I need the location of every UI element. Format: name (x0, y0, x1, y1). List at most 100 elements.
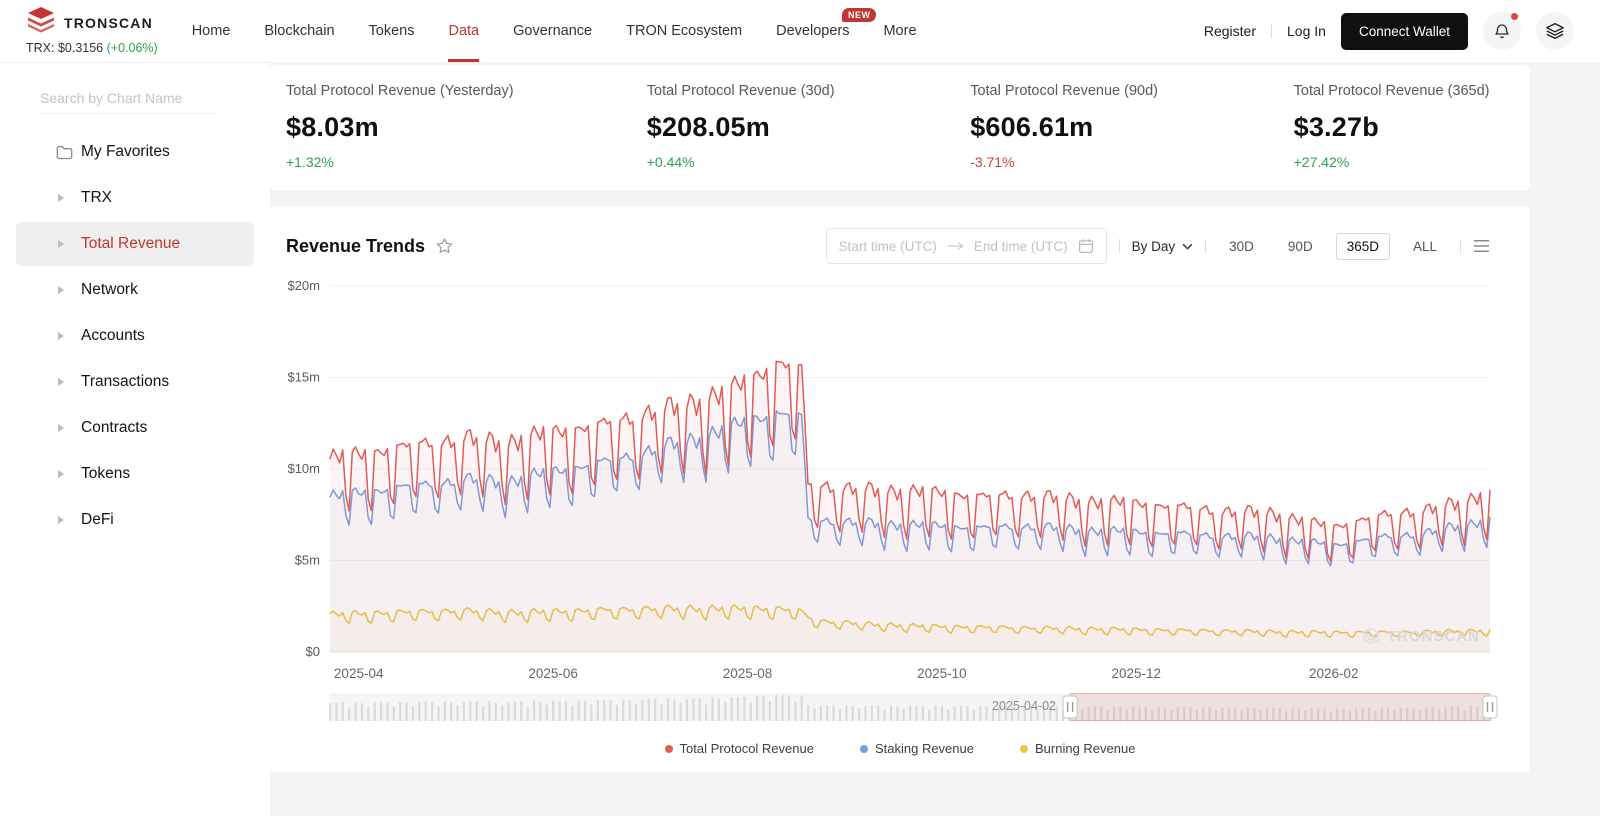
range-30d-button[interactable]: 30D (1229, 238, 1254, 254)
folder-icon (56, 145, 73, 160)
svg-text:2025-06: 2025-06 (528, 666, 578, 681)
stats-row: Total Protocol Revenue (Yesterday) $8.03… (270, 65, 1530, 190)
svg-text:2025-08: 2025-08 (723, 666, 773, 681)
trx-price-value: TRX: $0.3156 (26, 41, 104, 55)
chart-header: Revenue Trends Start time (UTC) (270, 228, 1530, 264)
sidebar-item-network[interactable]: Network (16, 268, 254, 312)
watermark: TRONSCAN (1361, 627, 1480, 645)
layers-icon (1546, 22, 1564, 40)
nav-tokens[interactable]: Tokens (368, 23, 415, 39)
nav-developers[interactable]: Developers NEW (776, 0, 877, 62)
sidebar-item-label: Contracts (81, 419, 148, 436)
login-link[interactable]: Log In (1287, 23, 1326, 39)
stat-30d: Total Protocol Revenue (30d) $208.05m +0… (647, 83, 970, 170)
sidebar-item-tokens[interactable]: Tokens (16, 452, 254, 496)
chart-search-input[interactable] (40, 83, 216, 114)
sidebar-item-transactions[interactable]: Transactions (16, 360, 254, 404)
nav-tron-ecosystem[interactable]: TRON Ecosystem (626, 23, 743, 39)
end-time-input[interactable]: End time (UTC) (973, 238, 1068, 254)
interval-label: By Day (1131, 238, 1176, 254)
legend-label: Burning Revenue (1034, 741, 1136, 756)
nav-more[interactable]: More (883, 23, 917, 39)
stat-change: +1.32% (286, 154, 334, 170)
sidebar-item-my-favorites[interactable]: My Favorites (16, 130, 254, 174)
calendar-icon (1078, 238, 1094, 254)
divider (1460, 239, 1461, 253)
stat-change: +27.42% (1293, 154, 1350, 170)
revenue-chart-svg: $0 $5m $10m $15m $20m 2025-04 2025-06 2025-08 20… (287, 278, 1491, 681)
legend-burning-revenue[interactable]: Burning Revenue (1019, 741, 1136, 756)
divider (1205, 239, 1207, 253)
start-time-input[interactable]: Start time (UTC) (838, 238, 937, 254)
watermark-text: TRONSCAN (1387, 627, 1480, 645)
chart-legend: Total Protocol Revenue Staking Revenue B… (270, 741, 1530, 756)
legend-label: Total Protocol Revenue (679, 741, 814, 756)
stat-90d: Total Protocol Revenue (90d) $606.61m -3… (970, 83, 1293, 170)
sidebar-item-label: Total Revenue (81, 235, 181, 252)
stat-value: $3.27b (1293, 112, 1379, 142)
chart-list-icon[interactable] (1473, 239, 1490, 253)
chart-title: Revenue Trends (286, 235, 426, 256)
svg-text:2025-10: 2025-10 (917, 666, 967, 681)
chevron-right-icon (58, 424, 64, 432)
interval-select[interactable]: By Day (1132, 239, 1194, 254)
chevron-right-icon (58, 516, 64, 524)
legend-staking-revenue[interactable]: Staking Revenue (859, 741, 974, 756)
zoom-slider-svg[interactable] (329, 693, 1498, 721)
nav-governance[interactable]: Governance (513, 23, 593, 39)
date-range-picker[interactable]: Start time (UTC) End time (UTC) (825, 228, 1107, 264)
nav-blockchain[interactable]: Blockchain (264, 23, 335, 39)
revenue-trends-card: Revenue Trends Start time (UTC) (270, 206, 1530, 772)
arrow-right-icon (947, 241, 964, 251)
nav-data[interactable]: Data (448, 0, 479, 62)
sidebar-item-contracts[interactable]: Contracts (16, 406, 254, 450)
sidebar-item-label: TRX (81, 189, 112, 206)
sidebar-item-accounts[interactable]: Accounts (16, 314, 254, 358)
legend-dot-yellow (1019, 744, 1028, 753)
new-badge: NEW (841, 8, 877, 22)
favorite-star-icon[interactable] (435, 237, 454, 255)
chevron-down-icon (1182, 243, 1193, 250)
sidebar-item-total-revenue[interactable]: Total Revenue (16, 222, 254, 266)
svg-text:$10m: $10m (287, 461, 320, 476)
divider (1118, 239, 1120, 253)
svg-text:$15m: $15m (287, 370, 320, 385)
main-content: Total Protocol Revenue (Yesterday) $8.03… (270, 63, 1530, 816)
range-90d-button[interactable]: 90D (1287, 238, 1313, 254)
register-link[interactable]: Register (1203, 23, 1257, 39)
svg-text:$5m: $5m (295, 553, 320, 568)
stat-label: Total Protocol Revenue (365d) (1293, 83, 1490, 99)
stat-365d: Total Protocol Revenue (365d) $3.27b +27… (1294, 83, 1530, 170)
apps-button[interactable] (1536, 12, 1574, 50)
nav-developers-label: Developers (776, 23, 850, 39)
top-navbar: TRONSCAN TRX: $0.3156 (+0.06%) Home Bloc… (0, 0, 1600, 63)
stat-change: -3.71% (970, 154, 1015, 170)
sidebar-item-label: Accounts (81, 327, 145, 344)
range-all-button[interactable]: ALL (1412, 238, 1437, 254)
stat-label: Total Protocol Revenue (90d) (970, 83, 1158, 99)
zoom-start-date: 2025-04-02 (992, 699, 1056, 713)
brand-block[interactable]: TRONSCAN TRX: $0.3156 (+0.06%) (26, 7, 158, 55)
sidebar-item-label: Tokens (81, 465, 131, 482)
stat-label: Total Protocol Revenue (Yesterday) (286, 83, 514, 99)
sidebar-item-trx[interactable]: TRX (16, 176, 254, 220)
svg-text:$20m: $20m (287, 278, 320, 293)
tronscan-logo-icon (26, 7, 56, 38)
nav-home[interactable]: Home (191, 23, 231, 39)
legend-dot-red (664, 744, 673, 753)
trx-price: TRX: $0.3156 (+0.06%) (26, 41, 158, 55)
connect-wallet-button[interactable]: Connect Wallet (1340, 12, 1468, 50)
divider (1271, 24, 1273, 38)
stat-value: $8.03m (286, 112, 379, 142)
svg-text:$0: $0 (306, 644, 320, 659)
bell-icon (1495, 24, 1509, 39)
sidebar-item-defi[interactable]: DeFi (16, 498, 254, 542)
chart-controls: Start time (UTC) End time (UTC) (825, 228, 1490, 264)
range-365d-button[interactable]: 365D (1335, 232, 1390, 260)
svg-text:2025-04: 2025-04 (334, 666, 384, 681)
stat-label: Total Protocol Revenue (30d) (646, 83, 835, 99)
legend-total-protocol-revenue[interactable]: Total Protocol Revenue (664, 741, 814, 756)
chart-zoom-slider[interactable]: 2025-04-02 (329, 693, 1498, 721)
notifications-button[interactable] (1483, 12, 1521, 50)
